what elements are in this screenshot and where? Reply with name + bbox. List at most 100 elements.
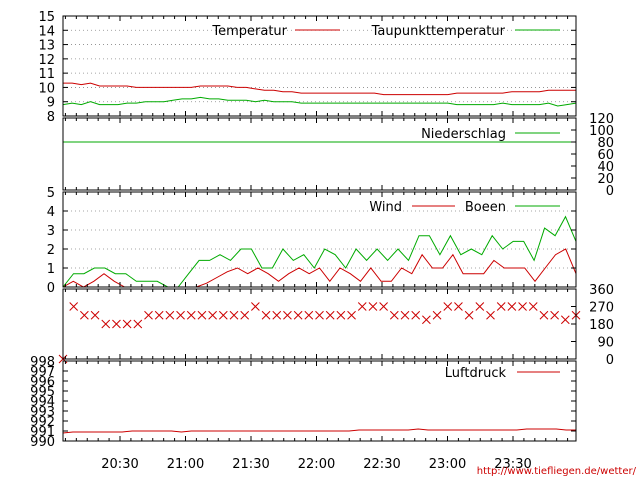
pressure-ytick-label: 998	[30, 355, 55, 370]
precipitation-ytick-label: 20	[597, 172, 614, 187]
wind-direction-point	[90, 310, 100, 320]
wind-direction-point	[379, 302, 388, 311]
temperature-ytick-label: 14	[38, 24, 55, 39]
wind-direction-point	[432, 310, 442, 320]
wind-direction-point	[208, 310, 217, 320]
wind-direction-point	[261, 310, 271, 320]
temperature-ytick-label: 15	[38, 10, 55, 25]
wind-direction-point	[560, 315, 570, 325]
wind-direction-point	[389, 310, 399, 320]
wind-direction-ytick-label: 90	[597, 336, 614, 351]
wind-direction-point	[283, 310, 292, 320]
wind-direction-ytick-label: 180	[589, 318, 614, 333]
wind-direction-ytick-label: 270	[589, 301, 614, 316]
wind-direction-point	[218, 310, 228, 320]
precipitation-ytick-label: 100	[589, 124, 614, 139]
wind-direction-point	[240, 310, 250, 320]
wind-direction-point	[229, 310, 239, 320]
precipitation-ytick-label: 60	[597, 148, 614, 163]
wind-direction-point	[112, 319, 121, 329]
wind-direction-point	[315, 310, 324, 320]
wind-direction-point	[518, 302, 527, 311]
temperature-ytick-label: 10	[38, 81, 55, 96]
wind-direction-point	[400, 310, 410, 320]
pressure-ytick-label: 990	[30, 435, 55, 450]
wind-ytick-label: 5	[47, 186, 55, 201]
wind-direction-point	[422, 315, 431, 325]
credit-link[interactable]: http://www.tiefliegen.de/wetter/	[477, 466, 637, 477]
wind-direction-point	[304, 310, 314, 320]
wind-direction-point	[251, 302, 260, 311]
wind-direction-point	[550, 310, 559, 320]
x-tick-label: 21:30	[232, 457, 269, 472]
grid-lines	[63, 29, 576, 269]
wind-direction-point	[186, 310, 196, 320]
x-tick-label: 23:30	[494, 457, 531, 472]
wind-series-1	[62, 215, 577, 288]
x-tick-label: 22:30	[363, 457, 400, 472]
panel-frames	[62, 15, 577, 442]
x-tick-label: 22:00	[298, 457, 335, 472]
series-layer	[58, 82, 581, 434]
wind-ytick-label: 2	[47, 243, 55, 258]
wind-direction-point	[443, 302, 453, 311]
wind-ytick-label: 4	[47, 205, 55, 220]
wind-frame	[62, 191, 577, 288]
temperature-ytick-label: 13	[38, 39, 55, 54]
wind-direction-point	[176, 310, 185, 320]
temperature-ytick-label: 9	[47, 96, 55, 111]
precipitation-ytick-label: 80	[597, 136, 614, 151]
temperature-legend-label: Temperatur	[211, 24, 287, 39]
wind-legend-label: Boeen	[465, 200, 506, 215]
temperature-series-0	[63, 82, 576, 96]
pressure-ytick-label: 992	[30, 415, 55, 430]
wind-direction-point	[507, 302, 517, 311]
wind-direction-point	[454, 302, 463, 311]
wind-direction-point	[133, 319, 143, 329]
wind-direction-point	[347, 310, 356, 320]
pressure-ytick-label: 997	[30, 365, 55, 380]
wind-ytick-label: 3	[47, 224, 55, 239]
temperature-series-1	[62, 96, 577, 107]
temperature-frame	[62, 15, 577, 117]
wind-direction-point	[528, 302, 538, 311]
wind-direction-point	[154, 310, 164, 320]
wind-direction-point	[539, 310, 549, 320]
pressure-series-0	[62, 428, 576, 434]
temperature-ytick-label: 12	[38, 53, 55, 68]
wind-direction-point	[293, 310, 303, 320]
pressure-ytick-label: 995	[30, 385, 55, 400]
x-tick-label: 20:30	[101, 457, 138, 472]
wind-direction-point	[357, 302, 367, 311]
wind-direction-point	[122, 319, 132, 329]
wind-direction-point	[336, 310, 346, 320]
wind-ytick-label: 1	[47, 262, 55, 277]
pressure-legend-label: Luftdruck	[445, 366, 507, 381]
precipitation-legend-label: Niederschlag	[421, 127, 506, 142]
pressure-ytick-label: 996	[30, 375, 55, 390]
wind-direction-point	[144, 310, 153, 320]
wind-direction-point	[197, 310, 207, 320]
precipitation-ytick-label: 0	[606, 184, 614, 199]
wind-legend-label: Wind	[369, 200, 402, 215]
wind-direction-point	[272, 310, 282, 320]
pressure-ytick-label: 993	[30, 405, 55, 420]
temperature-ytick-label: 8	[47, 110, 55, 125]
wind-direction-ytick-label: 360	[589, 283, 614, 298]
temperature-ytick-label: 11	[38, 67, 55, 82]
wind-direction-point	[80, 310, 89, 320]
wind-direction-point	[411, 310, 421, 320]
wind-direction-point	[496, 302, 506, 311]
pressure-ytick-label: 991	[30, 425, 55, 440]
wind-direction-frame	[62, 288, 577, 360]
wind-direction-point	[486, 310, 495, 320]
x-tick-label: 21:00	[167, 457, 204, 472]
wind-direction-point	[368, 302, 378, 311]
wind-direction-ytick-label: 0	[606, 353, 614, 368]
x-tick-label: 23:00	[429, 457, 466, 472]
wind-direction-point	[475, 302, 485, 311]
pressure-ytick-label: 994	[30, 395, 55, 410]
wind-ytick-label: 0	[47, 281, 55, 296]
